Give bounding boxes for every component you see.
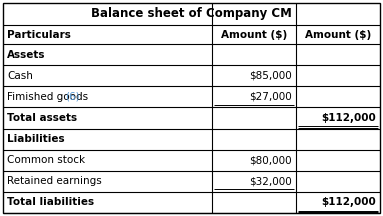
Text: $112,000: $112,000 (321, 197, 376, 207)
Text: Particulars: Particulars (7, 30, 71, 40)
Bar (3, 86, 380, 107)
Text: $80,000: $80,000 (249, 155, 292, 165)
Text: Cash: Cash (7, 71, 33, 81)
Text: Total assets: Total assets (7, 113, 77, 123)
Text: Total liabilities: Total liabilities (7, 197, 94, 207)
Bar (3, 150, 380, 171)
Bar (3, 65, 380, 86)
Bar (3, 3, 380, 25)
Text: Retained earnings: Retained earnings (7, 176, 102, 186)
Text: Fimished goods: Fimished goods (7, 92, 88, 102)
Text: Balance sheet of Company CM: Balance sheet of Company CM (91, 8, 292, 21)
Bar (3, 129, 380, 150)
Text: (6): (6) (65, 92, 79, 102)
Bar (3, 44, 380, 65)
Bar (3, 192, 380, 213)
Text: $85,000: $85,000 (249, 71, 292, 81)
Text: Liabilities: Liabilities (7, 134, 65, 144)
Text: $27,000: $27,000 (249, 92, 292, 102)
Text: Amount ($): Amount ($) (221, 30, 287, 40)
Text: $112,000: $112,000 (321, 113, 376, 123)
Bar (3, 25, 380, 44)
Bar (3, 107, 380, 129)
Text: $32,000: $32,000 (249, 176, 292, 186)
Text: Common stock: Common stock (7, 155, 85, 165)
Bar (3, 171, 380, 192)
Text: Amount ($): Amount ($) (305, 30, 371, 40)
Text: Assets: Assets (7, 49, 46, 60)
